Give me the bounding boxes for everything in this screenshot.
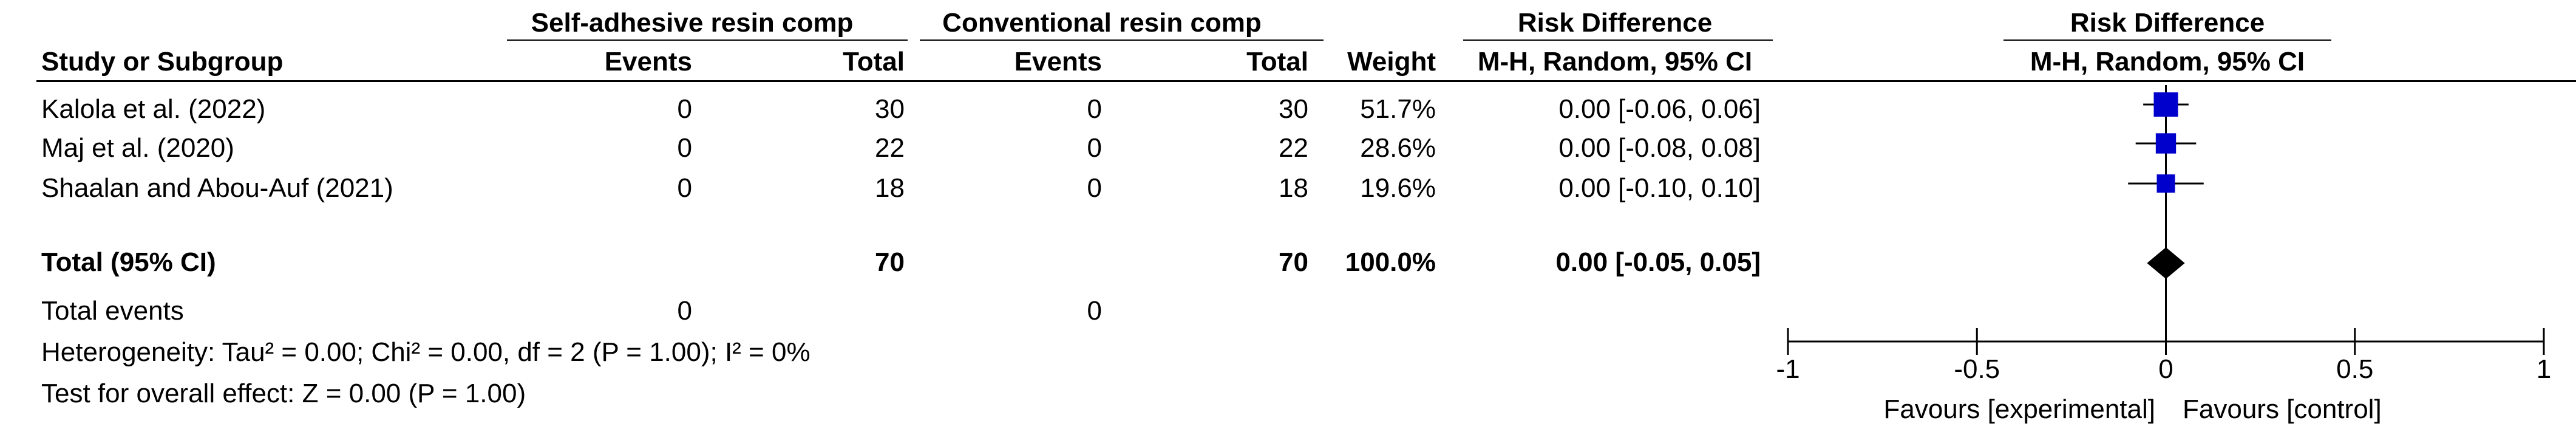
pooled-diamond: [2147, 247, 2185, 279]
study-events1: 0: [677, 94, 692, 124]
study-name: Kalola et al. (2022): [41, 94, 266, 124]
group2-underline: [920, 39, 1324, 41]
total1-header: Total: [843, 47, 905, 77]
favours-left-label: Favours [experimental]: [1883, 394, 2155, 424]
group2-header: Conventional resin comp: [942, 8, 1262, 38]
plot-title: Risk Difference: [2070, 8, 2265, 38]
total-label: Total (95% CI): [41, 247, 216, 277]
study-point-marker: [2156, 174, 2175, 193]
study-name: Maj et al. (2020): [41, 133, 234, 163]
study-weight: 28.6%: [1360, 133, 1436, 163]
header-rule: [36, 80, 2576, 82]
study-point-marker: [2155, 133, 2177, 154]
study-total1: 30: [875, 94, 905, 124]
favours-right-label: Favours [control]: [2183, 394, 2382, 424]
heterogeneity-text: Heterogeneity: Tau² = 0.00; Chi² = 0.00,…: [41, 337, 811, 367]
effect-underline: [1463, 39, 1773, 41]
x-tick-label: 0: [2158, 354, 2173, 384]
study-ci: 0.00 [-0.06, 0.06]: [1558, 94, 1761, 124]
study-events2: 0: [1087, 173, 1102, 203]
total-total1: 70: [875, 247, 905, 277]
plot-method-header: M-H, Random, 95% CI: [2030, 47, 2305, 77]
study-total1: 22: [875, 133, 905, 163]
study-events2: 0: [1087, 133, 1102, 163]
total-events1: 0: [677, 296, 692, 326]
study-events2: 0: [1087, 94, 1102, 124]
total-events-label: Total events: [41, 296, 184, 326]
study-total1: 18: [875, 173, 905, 203]
total2-header: Total: [1246, 47, 1308, 77]
group1-header: Self-adhesive resin comp: [531, 8, 854, 38]
x-tick-label: 0.5: [2336, 354, 2373, 384]
x-tick-label: 1: [2537, 354, 2551, 384]
study-column-header: Study or Subgroup: [41, 47, 284, 77]
group1-underline: [507, 39, 908, 41]
study-total2: 22: [1279, 133, 1308, 163]
events1-header: Events: [604, 47, 692, 77]
total-ci: 0.00 [-0.05, 0.05]: [1555, 247, 1761, 277]
study-total2: 18: [1279, 173, 1308, 203]
effect-title: Risk Difference: [1517, 8, 1713, 38]
study-point-marker: [2153, 92, 2178, 117]
study-weight: 19.6%: [1360, 173, 1436, 203]
overall-effect-text: Test for overall effect: Z = 0.00 (P = 1…: [41, 379, 526, 408]
x-tick-label: -1: [1776, 354, 1799, 384]
events2-header: Events: [1014, 47, 1102, 77]
x-tick-label: -0.5: [1954, 354, 2000, 384]
weight-header: Weight: [1347, 47, 1436, 77]
study-events1: 0: [677, 133, 692, 163]
study-weight: 51.7%: [1360, 94, 1436, 124]
method-header: M-H, Random, 95% CI: [1477, 47, 1753, 77]
study-events1: 0: [677, 173, 692, 203]
study-total2: 30: [1279, 94, 1308, 124]
study-ci: 0.00 [-0.10, 0.10]: [1558, 173, 1761, 203]
total-weight: 100.0%: [1345, 247, 1436, 277]
total-events2: 0: [1087, 296, 1102, 326]
total-total2: 70: [1279, 247, 1308, 277]
study-name: Shaalan and Abou-Auf (2021): [41, 173, 393, 203]
plot-title-underline: [2003, 39, 2331, 41]
study-ci: 0.00 [-0.08, 0.08]: [1558, 133, 1761, 163]
